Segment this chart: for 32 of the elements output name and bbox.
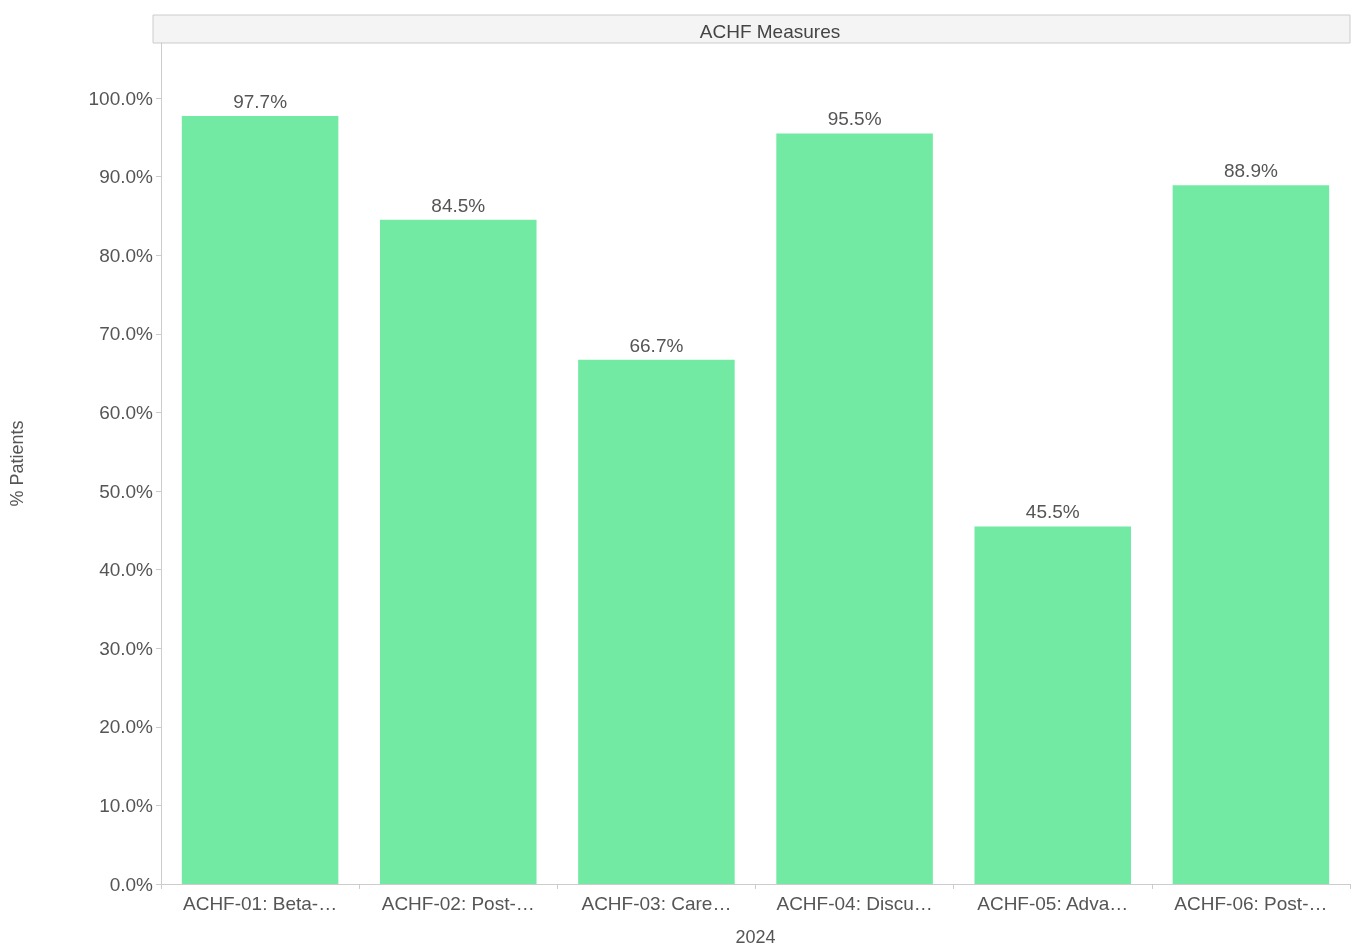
x-tick-label: ACHF-03: Care… <box>581 893 732 914</box>
x-axis-title: 2024 <box>735 927 776 947</box>
x-tick-label: ACHF-01: Beta-… <box>183 893 338 914</box>
x-tick-label: ACHF-04: Discu… <box>776 893 933 914</box>
x-tick-label: ACHF-02: Post-… <box>381 893 535 914</box>
y-tick-label: 60.0% <box>99 401 154 423</box>
y-axis-title: % Patients <box>7 420 27 507</box>
y-tick-label: 70.0% <box>99 323 154 345</box>
data-label: 45.5% <box>1025 501 1080 523</box>
y-tick-label: 10.0% <box>99 794 154 816</box>
bar <box>181 116 339 884</box>
y-tick-label: 30.0% <box>99 637 154 659</box>
y-tick-label: 0.0% <box>109 873 154 895</box>
bar <box>776 133 933 884</box>
bar <box>974 526 1132 884</box>
y-tick-label: 80.0% <box>99 244 154 266</box>
x-tick-label: ACHF-05: Adva… <box>977 893 1129 914</box>
data-label: 88.9% <box>1223 160 1278 182</box>
data-label: 97.7% <box>233 91 288 113</box>
data-label: 66.7% <box>629 334 684 356</box>
y-tick-label: 50.0% <box>99 480 154 502</box>
y-tick-label: 90.0% <box>99 166 154 188</box>
data-label: 84.5% <box>431 194 486 216</box>
bar <box>379 219 537 884</box>
bar <box>578 359 735 884</box>
data-label: 95.5% <box>827 108 882 130</box>
bar <box>1172 185 1330 884</box>
y-tick-label: 100.0% <box>88 87 154 109</box>
x-tick-label: ACHF-06: Post-… <box>1174 893 1328 914</box>
y-tick-label: 20.0% <box>99 716 154 738</box>
y-tick-label: 40.0% <box>99 559 154 581</box>
chart-title: ACHF Measures <box>699 21 841 42</box>
